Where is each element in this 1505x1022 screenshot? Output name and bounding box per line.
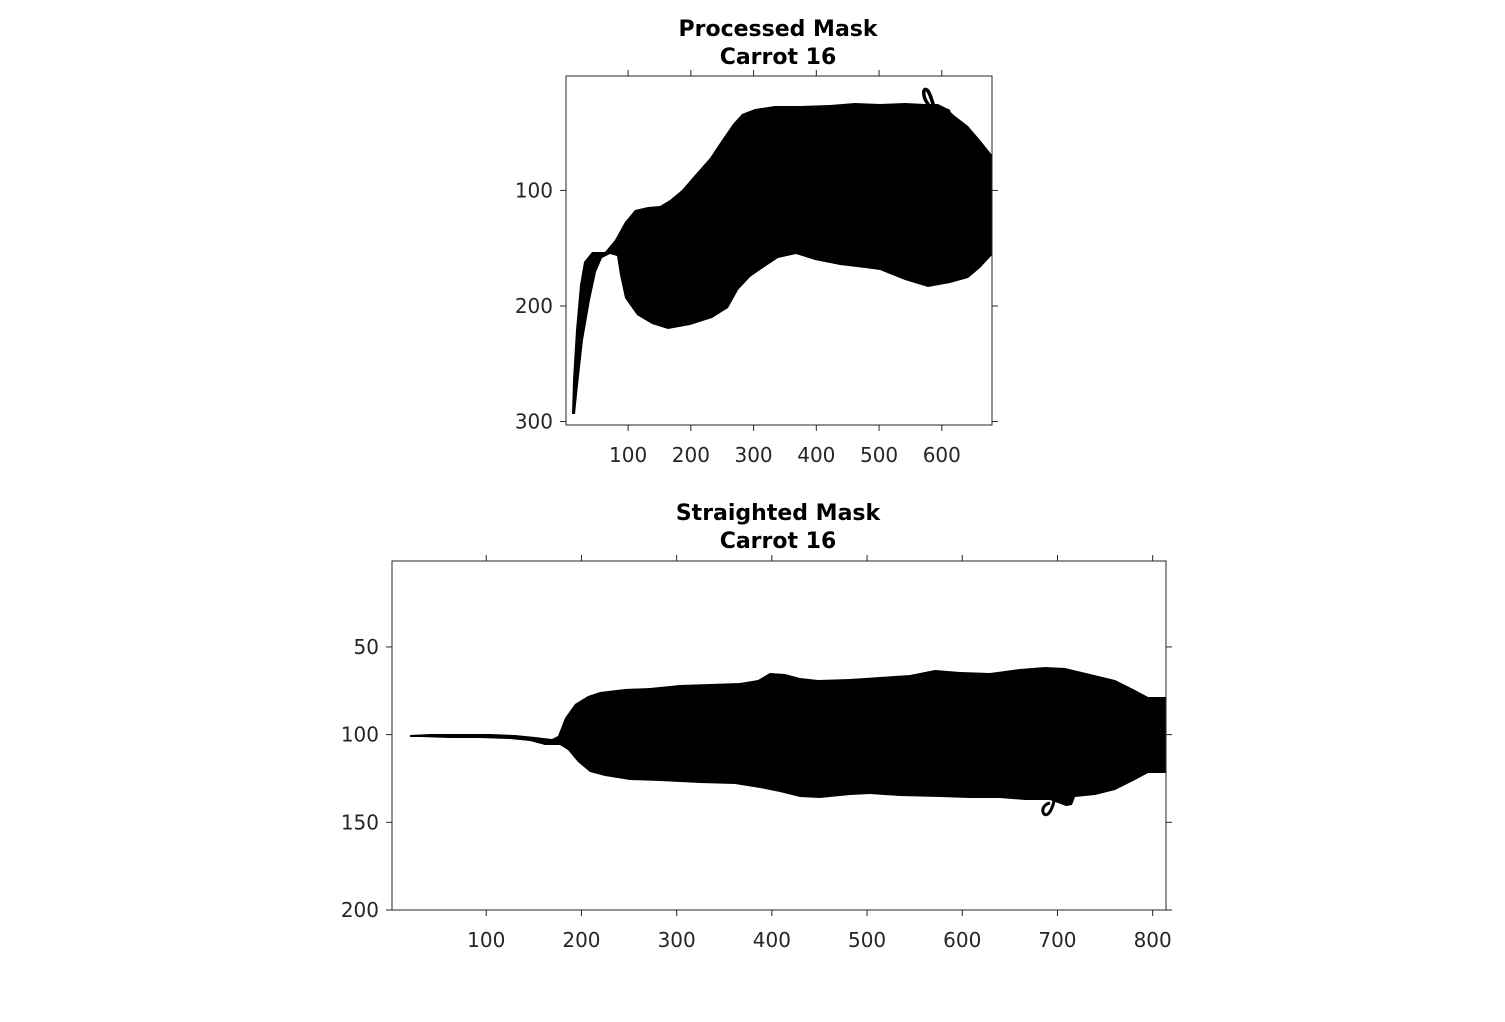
panel-1-x-tick-label: 400 (797, 443, 835, 467)
panel-2-x-tick-label: 600 (943, 928, 981, 952)
panel-2-y-tick-label: 50 (354, 635, 379, 659)
panel-2-y-tick-label: 200 (341, 898, 379, 922)
panel-2-y-ticks: 50 100 150 200 (341, 635, 1172, 922)
panel-1-x-tick-label: 600 (923, 443, 961, 467)
panel-1-title-line-1: Processed Mask (678, 17, 878, 42)
panel-2-x-tick-label: 200 (562, 928, 600, 952)
panel-2-axes-box (391, 560, 1167, 911)
straighted-mask-shape (410, 667, 1166, 806)
panel-1-x-tick-label: 300 (734, 443, 772, 467)
panel-2-title-line-1: Straighted Mask (675, 501, 881, 526)
panel-1-x-tick-label: 100 (609, 443, 647, 467)
processed-mask-root-nub (940, 108, 951, 122)
panel-2-x-tick-label: 800 (1134, 928, 1172, 952)
panel-1-y-ticks: 100 200 300 (515, 178, 998, 434)
processed-mask-shape (572, 103, 992, 414)
panel-2-x-tick-label: 400 (753, 928, 791, 952)
processed-mask-panel: 100 200 300 400 500 600 100 200 300 (515, 70, 998, 467)
panel-2-title: Straighted Mask Carrot 16 (578, 500, 978, 556)
panel-1-title: Processed Mask Carrot 16 (578, 16, 978, 72)
panel-2-x-tick-label: 500 (848, 928, 886, 952)
panel-2-y-tick-label: 150 (341, 810, 379, 834)
panel-1-y-tick-label: 300 (515, 410, 553, 434)
panel-1-y-tick-label: 200 (515, 294, 553, 318)
panel-1-x-tick-label: 500 (860, 443, 898, 467)
panel-2-title-line-2: Carrot 16 (719, 529, 837, 554)
processed-mask-root-curl (922, 87, 940, 119)
panel-1-x-ticks: 100 200 300 400 500 600 (609, 70, 961, 467)
panel-2-x-tick-label: 100 (467, 928, 505, 952)
panel-2-x-ticks: 100 200 300 400 500 600 700 800 (467, 555, 1172, 952)
panel-2-x-tick-label: 700 (1038, 928, 1076, 952)
panel-2-y-tick-label: 100 (341, 723, 379, 747)
straighted-mask-panel: 100 200 300 400 500 600 700 800 50 100 150 200 (341, 555, 1172, 952)
straighted-mask-root-curl (1041, 800, 1056, 817)
panel-1-axes-box (565, 75, 993, 426)
panel-2-x-tick-label: 300 (658, 928, 696, 952)
panel-1-x-tick-label: 200 (672, 443, 710, 467)
panel-1-y-tick-label: 100 (515, 178, 553, 202)
panel-1-title-line-2: Carrot 16 (719, 45, 837, 70)
